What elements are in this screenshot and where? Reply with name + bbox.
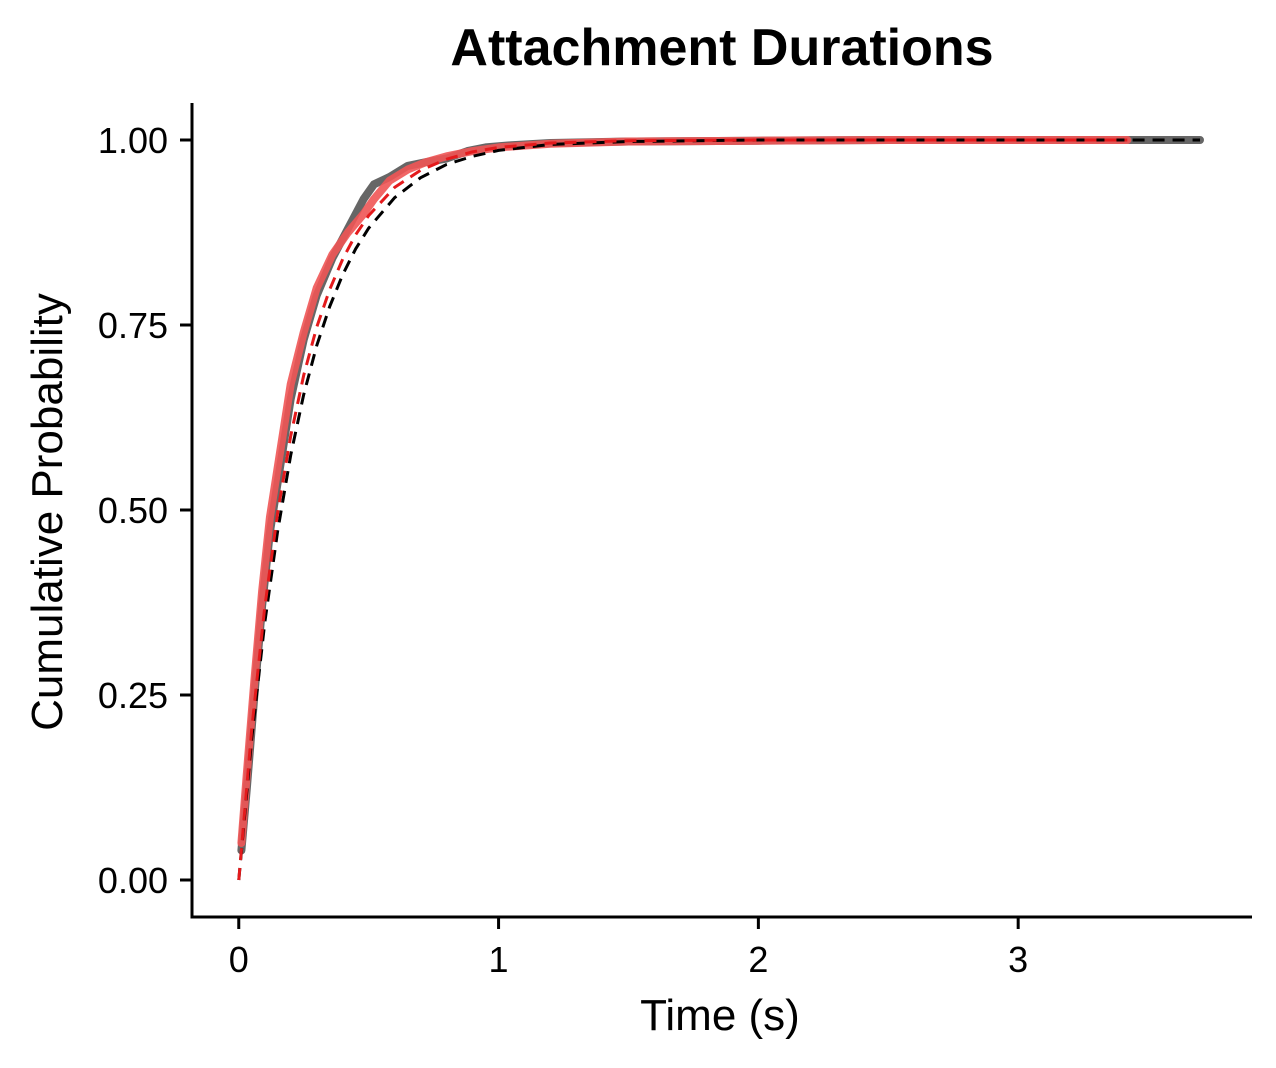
ecdf-line-1: [237, 136, 1132, 847]
series-layer: [237, 136, 1204, 881]
ecdf-line-0: [237, 136, 1204, 855]
y-axis-label: Cumulative Probability: [23, 293, 72, 731]
fit-line-3: [237, 138, 1128, 881]
fit-line-2: [237, 138, 1200, 881]
y-tick-label: 0.25: [98, 675, 168, 716]
y-tick-label: 1.00: [98, 120, 168, 161]
x-tick-label: 2: [748, 939, 768, 980]
x-tick-label: 1: [489, 939, 509, 980]
x-axis-label: Time (s): [640, 991, 800, 1040]
x-tick-label: 3: [1008, 939, 1028, 980]
y-tick-label: 0.00: [98, 860, 168, 901]
y-tick-label: 0.75: [98, 305, 168, 346]
y-tick-label: 0.50: [98, 490, 168, 531]
chart-title: Attachment Durations: [450, 19, 993, 77]
axes-layer: 0 1 2 3 0.00 0.25 0.50 0.75 1.00: [98, 103, 1252, 980]
x-tick-label: 0: [229, 939, 249, 980]
